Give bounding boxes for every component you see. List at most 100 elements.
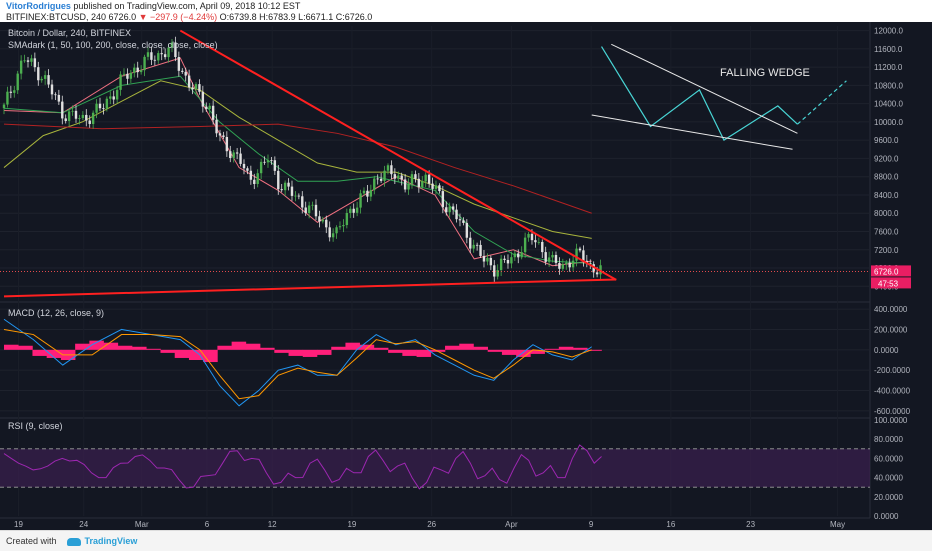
candle-body	[215, 119, 218, 134]
macd-histogram-bar	[4, 344, 19, 350]
time-axis[interactable]: 19 24 Mar 6 12 19 26 Apr 9 16 23 May	[14, 520, 845, 529]
time-tick-label: 19	[14, 520, 23, 529]
macd-tick-label: -600.0000	[874, 407, 911, 416]
rsi-tick-label: 80.0000	[874, 435, 903, 444]
candle-body	[198, 84, 201, 92]
candle-body	[253, 179, 256, 184]
candle-body	[2, 104, 6, 109]
candle-body	[208, 105, 211, 109]
price-tick-label: 10800.0	[874, 81, 903, 90]
candle-body	[229, 151, 232, 158]
macd-histogram-bar	[132, 346, 147, 350]
macd-histogram-bar	[302, 349, 318, 357]
trendline[interactable]	[3, 278, 617, 298]
price-tick-label: 11600.0	[874, 45, 903, 54]
candle-body	[239, 153, 242, 164]
candle-body	[417, 178, 421, 187]
time-tick-label: 26	[427, 520, 436, 529]
price-axes[interactable]: 12000.0 11600.0 11200.0 10800.0 10400.0 10000…	[871, 27, 911, 521]
candle-body	[225, 136, 229, 152]
candle-body	[311, 204, 314, 206]
tradingview-brand-link[interactable]: TradingView	[84, 536, 138, 546]
candle-body	[551, 254, 554, 258]
candle-body	[592, 264, 595, 273]
trendline[interactable]	[179, 29, 617, 281]
candle-body	[510, 257, 513, 264]
rsi-line	[3, 444, 602, 490]
macd-tick-label: 400.0000	[874, 305, 908, 314]
candle-body	[489, 257, 493, 266]
candle-body	[37, 67, 40, 81]
candle-body	[438, 185, 441, 192]
candle-body	[61, 101, 64, 119]
rsi-tick-label: 60.0000	[874, 454, 903, 463]
candle-body	[194, 84, 198, 90]
falling-wedge-annotation: FALLING WEDGE	[720, 67, 810, 79]
last-price-tag-text: 6726.0	[874, 267, 899, 276]
candle-body	[534, 240, 537, 243]
candle-body	[307, 205, 311, 213]
candle-body	[78, 118, 81, 119]
macd-pane[interactable]	[3, 318, 602, 407]
macd-histogram-bar	[388, 349, 403, 353]
candle-body	[88, 120, 91, 124]
macd-histogram-bar	[188, 349, 204, 360]
candle-body	[33, 58, 37, 68]
price-tick-label: 10000.0	[874, 118, 903, 127]
rsi-tick-label: 40.0000	[874, 474, 903, 483]
candle-body	[328, 227, 331, 238]
candle-body	[23, 60, 26, 62]
candle-body	[373, 178, 376, 191]
last-price-text: 6726.0	[108, 12, 137, 22]
macd-histogram-bar	[331, 346, 346, 350]
candle-body	[458, 219, 462, 221]
rsi-pane[interactable]	[0, 444, 870, 490]
price-tick-label: 8800.0	[874, 173, 899, 182]
last-price-tag	[871, 265, 911, 277]
candle-body	[503, 258, 506, 260]
candle-body	[115, 89, 119, 100]
change-text: −297.9 (−4.24%)	[150, 12, 218, 22]
candle-body	[74, 110, 78, 119]
candle-body	[345, 212, 349, 226]
countdown-tag-text: 47:53	[878, 279, 899, 288]
macd-histogram-bar	[516, 349, 531, 357]
price-tick-label: 12000.0	[874, 27, 903, 36]
candle-body	[91, 112, 95, 124]
candle-body	[441, 191, 445, 208]
author-link[interactable]: VitorRodrigues	[6, 1, 71, 11]
candle-body	[109, 96, 112, 99]
candle-body	[565, 262, 568, 265]
candle-body	[493, 265, 496, 277]
tradingview-chart[interactable]: 12000.0 11600.0 11200.0 10800.0 10400.0 10000…	[0, 22, 932, 530]
candle-body	[139, 70, 143, 73]
candle-body	[218, 133, 222, 136]
candle-body	[30, 58, 33, 62]
down-arrow-icon: ▼	[138, 12, 148, 22]
publish-header: VitorRodrigues published on TradingView.…	[0, 0, 932, 22]
candle-body	[575, 248, 578, 261]
time-tick-label: May	[830, 520, 845, 529]
candle-body	[386, 165, 390, 171]
macd-histogram-bar	[18, 345, 33, 350]
candle-body	[160, 53, 163, 55]
candle-body	[462, 220, 465, 223]
candle-body	[530, 233, 534, 241]
candle-body	[397, 175, 400, 179]
candle-body	[321, 219, 325, 222]
macd-histogram-bar	[103, 342, 119, 350]
macd-tick-label: -200.0000	[874, 366, 911, 375]
candle-body	[523, 237, 527, 253]
candle-body	[242, 163, 246, 169]
time-tick-label: 16	[666, 520, 675, 529]
rsi-label: RSI (9, close)	[8, 421, 63, 431]
candle-body	[318, 216, 321, 222]
candle-body	[383, 170, 386, 181]
price-pane[interactable]	[0, 29, 870, 298]
macd-histogram-bar	[260, 347, 275, 350]
candle-body	[222, 135, 225, 137]
macd-histogram-bar	[487, 349, 503, 352]
candle-body	[129, 72, 133, 79]
candle-body	[304, 207, 307, 213]
candle-body	[47, 75, 50, 85]
